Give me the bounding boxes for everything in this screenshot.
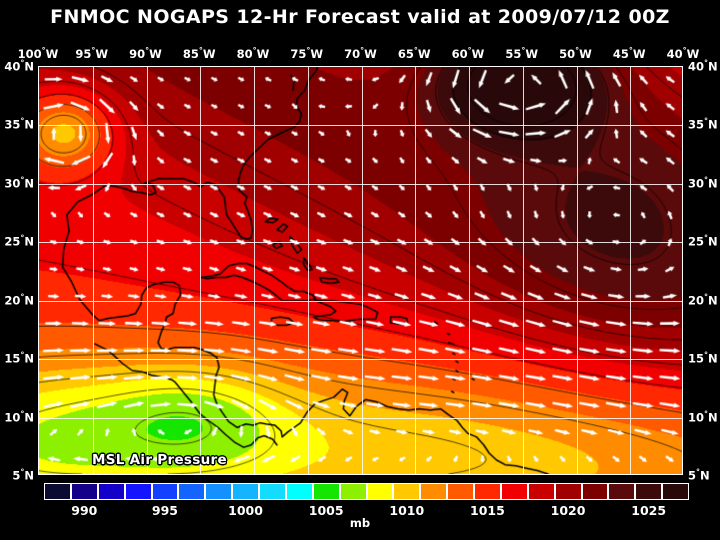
longitude-tick-label: 70°W [344, 46, 377, 61]
longitude-tick-label: 65°W [397, 46, 431, 61]
colorbar-swatch [420, 483, 448, 500]
colorbar-swatch [554, 483, 582, 500]
latitude-tick-label-right: 25°N [688, 233, 718, 249]
graticule-meridian [523, 67, 524, 474]
colorbar-swatch [205, 483, 233, 500]
latitude-tick-label-left: 35°N [4, 117, 34, 132]
pressure-field-canvas [39, 67, 682, 474]
colorbar-tick-label: 1025 [631, 503, 667, 518]
latitude-tick-label-right: 30°N [688, 175, 718, 191]
longitude-tick-label: 55°W [505, 46, 539, 61]
colorbar-swatch [259, 483, 286, 500]
colorbar-swatch [70, 483, 98, 500]
colorbar-tick-label: 995 [151, 503, 178, 518]
longitude-tick-label: 60°W [451, 46, 485, 61]
graticule-meridian [308, 67, 309, 474]
latitude-tick-label-right: 15°N [688, 350, 718, 366]
colorbar-swatch [366, 483, 394, 500]
graticule-parallel [39, 125, 682, 126]
field-label: MSL Air Pressure [92, 452, 227, 468]
colorbar-swatch [581, 483, 609, 500]
colorbar-swatch [500, 483, 528, 500]
colorbar-tick-label: 1020 [550, 503, 586, 518]
graticule-meridian [415, 67, 416, 474]
map-plot-area: MSL Air Pressure 10.0 m/s [38, 66, 683, 475]
colorbar-swatch [608, 483, 636, 500]
latitude-tick-label-left: 20°N [4, 292, 34, 308]
graticule-meridian [200, 67, 201, 474]
longitude-tick-label: 40°W [666, 46, 700, 61]
latitude-tick-label-left: 10°N [4, 409, 34, 424]
colorbar-swatch [124, 483, 152, 500]
colorbar-swatch [312, 483, 340, 500]
graticule-meridian [577, 67, 578, 474]
longitude-tick-label: 45°W [612, 46, 646, 61]
latitude-tick-label-left: 30°N [4, 175, 34, 191]
colorbar-swatch [151, 483, 179, 500]
graticule-parallel [39, 301, 682, 302]
colorbar-swatch [339, 483, 367, 500]
colorbar-unit-label: mb [349, 516, 371, 530]
longitude-tick-label: 100°W [17, 46, 59, 61]
graticule-parallel [39, 418, 682, 419]
colorbar-swatch [178, 483, 206, 500]
graticule-meridian [93, 67, 94, 474]
latitude-tick-label-left: 5°N [12, 467, 34, 483]
colorbar-tick-label: 1015 [470, 503, 505, 518]
colorbar-swatch [527, 483, 555, 500]
colorbar-swatch [232, 483, 259, 500]
graticule-meridian [254, 67, 255, 474]
latitude-tick-label-left: 15°N [4, 350, 34, 366]
latitude-tick-label-right: 10°N [688, 409, 718, 424]
colorbar-swatch [44, 483, 71, 500]
graticule-meridian [469, 67, 470, 474]
latitude-tick-label-right: 20°N [688, 292, 718, 308]
graticule-parallel [39, 184, 682, 185]
longitude-tick-label: 80°W [236, 46, 270, 61]
colorbar [44, 483, 689, 500]
longitude-tick-label: 90°W [129, 46, 162, 61]
latitude-tick-label-right: 5°N [688, 467, 710, 483]
graticule-meridian [147, 67, 148, 474]
latitude-tick-label-right: 35°N [688, 117, 718, 132]
longitude-tick-label: 85°W [182, 46, 216, 61]
latitude-tick-label-right: 40°N [688, 58, 718, 74]
colorbar-swatch [393, 483, 421, 500]
latitude-tick-label-left: 40°N [4, 58, 34, 74]
colorbar-tick-label: 990 [71, 503, 98, 518]
colorbar-swatch [635, 483, 663, 500]
colorbar-tick-label: 1005 [308, 503, 344, 518]
graticule-parallel [39, 359, 682, 360]
graticule-meridian [630, 67, 631, 474]
longitude-tick-label: 75°W [290, 46, 324, 61]
page-title: FNMOC NOGAPS 12-Hr Forecast valid at 200… [50, 6, 670, 28]
colorbar-swatch [285, 483, 313, 500]
longitude-tick-label: 95°W [75, 46, 109, 61]
longitude-tick-label: 50°W [559, 46, 592, 61]
latitude-tick-label-left: 25°N [4, 233, 34, 249]
colorbar-tick-label: 1000 [228, 503, 263, 518]
colorbar-swatch [97, 483, 125, 500]
colorbar-swatch [474, 483, 501, 500]
colorbar-swatch [447, 483, 474, 500]
graticule-parallel [39, 242, 682, 243]
colorbar-swatch [662, 483, 689, 500]
colorbar-tick-label: 1010 [389, 503, 425, 518]
graticule-meridian [362, 67, 363, 474]
